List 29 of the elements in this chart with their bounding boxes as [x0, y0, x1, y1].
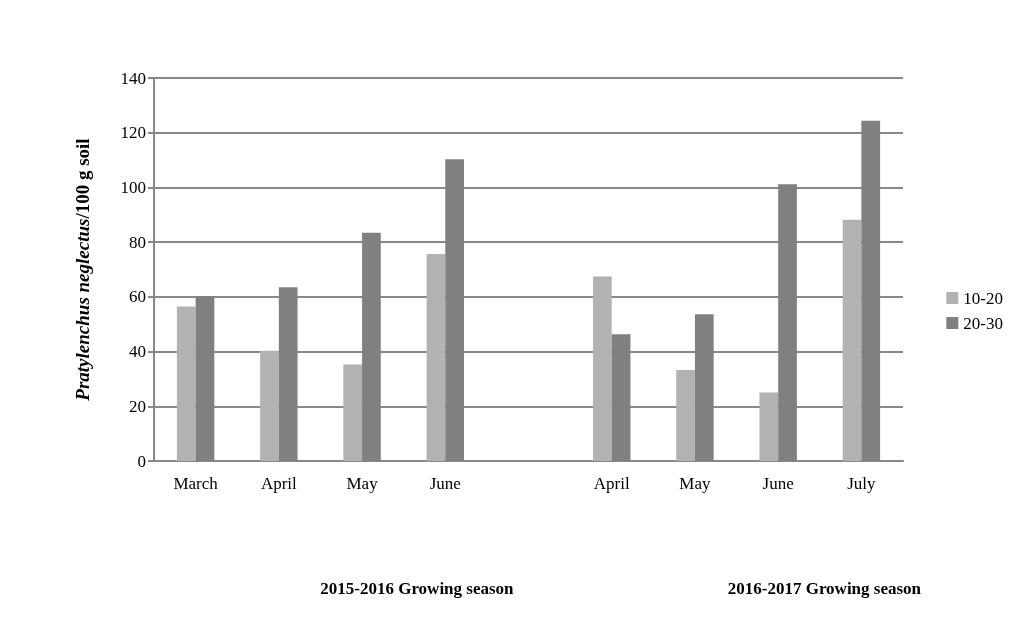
- bar: [426, 253, 446, 461]
- text: 2016-2017 Growing season: [727, 579, 922, 598]
- y-tick-label: 80: [129, 232, 146, 252]
- y-tick-label: 100: [120, 177, 146, 197]
- y-tick-label: 120: [120, 123, 146, 143]
- x-tick-label: March: [173, 474, 219, 493]
- y-tick-label: 20: [129, 396, 146, 416]
- x-tick-label: April: [260, 474, 298, 493]
- bar: [343, 364, 363, 461]
- x-tick-label: July: [847, 474, 877, 493]
- y-tick-label: 140: [120, 68, 146, 88]
- y-tick-label: 60: [129, 287, 146, 307]
- x-tick-label: June: [762, 474, 794, 493]
- bar: [260, 350, 279, 461]
- bar: [176, 306, 196, 461]
- bar: [759, 392, 779, 461]
- legend-label: 10-20: [963, 288, 1004, 308]
- y-tick-label: 0: [137, 451, 146, 471]
- text: 2015-2016 Growing season: [320, 579, 515, 598]
- y-axis-title: Pratylenchus neglectus/100 g soil: [72, 138, 93, 402]
- bar: [676, 369, 695, 461]
- x-tick-label: June: [429, 474, 461, 493]
- x-tick-label: May: [346, 474, 379, 493]
- bar: [842, 219, 862, 461]
- x-tick-label: April: [593, 474, 630, 493]
- bar: [593, 276, 612, 461]
- legend-label: 20-30: [963, 313, 1004, 333]
- x-tick-label: May: [679, 474, 712, 493]
- y-tick-label: 40: [129, 342, 146, 362]
